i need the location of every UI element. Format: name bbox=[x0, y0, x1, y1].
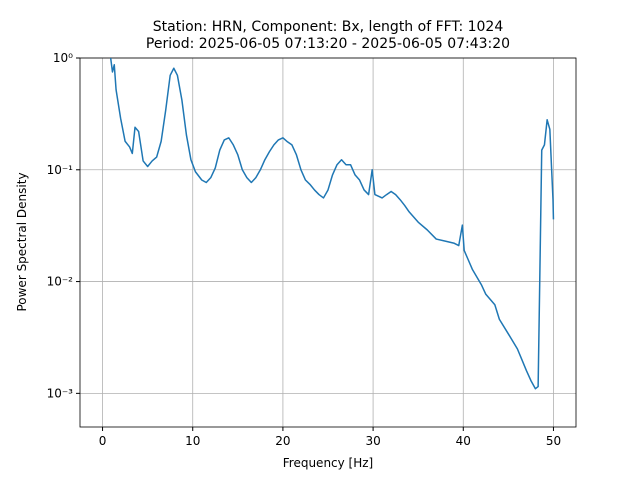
y-axis-label: Power Spectral Density bbox=[15, 172, 29, 311]
x-axis-label: Frequency [Hz] bbox=[283, 456, 374, 470]
series bbox=[109, 58, 555, 390]
x-tick-label: 50 bbox=[546, 434, 561, 448]
chart-subtitle: Period: 2025-06-05 07:13:20 - 2025-06-05… bbox=[146, 36, 510, 52]
y-tick-label: 10⁻¹ bbox=[47, 163, 74, 177]
y-tick-label: 10⁻² bbox=[47, 275, 74, 289]
x-tick-label: 20 bbox=[275, 434, 290, 448]
x-tick-label: 40 bbox=[456, 434, 471, 448]
x-tick-label: 10 bbox=[185, 434, 200, 448]
chart-title: Station: HRN, Component: Bx, length of F… bbox=[153, 19, 504, 35]
x-tick-label: 0 bbox=[99, 434, 107, 448]
plot-frame bbox=[79, 57, 577, 428]
y-tick-label: 10⁻³ bbox=[47, 386, 74, 400]
y-tick-label: 10⁰ bbox=[53, 51, 73, 65]
data-line bbox=[109, 58, 555, 390]
x-tick-label: 30 bbox=[365, 434, 380, 448]
